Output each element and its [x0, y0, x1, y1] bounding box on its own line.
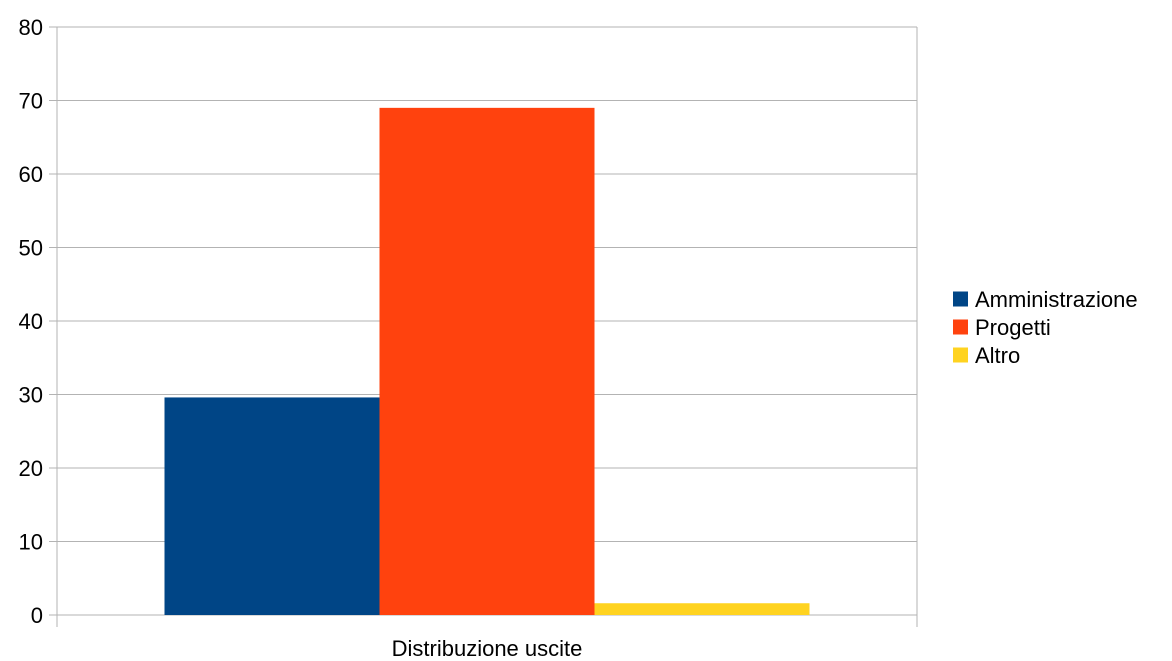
y-tick-label: 10	[19, 530, 43, 555]
legend-label-amministrazione: Amministrazione	[975, 287, 1138, 312]
y-tick-label: 0	[31, 603, 43, 628]
y-tick-label: 50	[19, 236, 43, 261]
legend-label-altro: Altro	[975, 343, 1020, 368]
bar-amministrazione	[164, 397, 380, 615]
y-tick-label: 70	[19, 89, 43, 114]
bar-progetti	[379, 107, 595, 615]
x-category-labels: Distribuzione uscite	[392, 636, 583, 661]
legend-swatch-progetti	[953, 319, 968, 335]
y-tick-label: 40	[19, 309, 43, 334]
legend-label-progetti: Progetti	[975, 315, 1051, 340]
y-tick-labels: 0 10 20 30 40 50 60 70 80	[19, 15, 43, 628]
axes	[56, 27, 918, 627]
y-tick-label: 80	[19, 15, 43, 40]
y-tick-label: 60	[19, 162, 43, 187]
bar-altro	[594, 603, 810, 615]
y-tick-label: 20	[19, 456, 43, 481]
bars	[164, 107, 810, 615]
x-category-label: Distribuzione uscite	[392, 636, 583, 661]
legend: Amministrazione Progetti Altro	[953, 287, 1138, 368]
legend-swatch-amministrazione	[953, 291, 968, 307]
legend-swatch-altro	[953, 347, 968, 363]
y-tick-label: 30	[19, 383, 43, 408]
